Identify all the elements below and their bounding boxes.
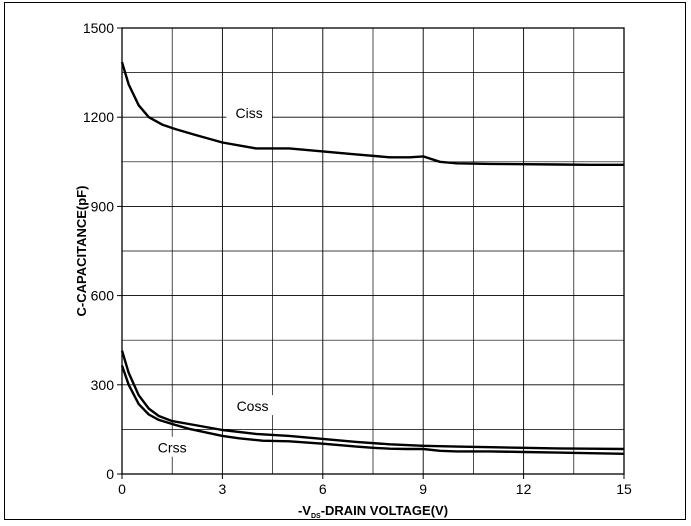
series-group bbox=[120, 61, 625, 455]
x-tick-label: 9 bbox=[419, 481, 427, 497]
series-crss-label: Crss bbox=[158, 440, 187, 456]
chart-frame bbox=[4, 2, 686, 520]
x-tick-label: 12 bbox=[516, 481, 532, 497]
plot-area bbox=[121, 27, 625, 475]
x-tick-label: 6 bbox=[319, 481, 327, 497]
y-tick-label: 0 bbox=[106, 466, 114, 482]
series-crss-label-bg bbox=[149, 436, 195, 457]
y-tick-label: 1500 bbox=[83, 20, 114, 36]
grid bbox=[122, 28, 624, 474]
y-tick-labels: 0 300 600 900 1200 1500 bbox=[83, 20, 122, 482]
y-tick-label: 300 bbox=[91, 377, 115, 393]
x-tick-labels: 0 3 6 9 12 15 bbox=[118, 474, 632, 497]
series-coss-label: Coss bbox=[237, 398, 269, 414]
series-ciss-label: Ciss bbox=[236, 105, 263, 121]
series-crss-line bbox=[120, 365, 625, 455]
x-axis-title-suffix: -DRAIN VOLTAGE(V) bbox=[321, 503, 448, 518]
series-coss-label-bg bbox=[229, 395, 276, 416]
x-tick-label: 15 bbox=[616, 481, 632, 497]
x-tick-label: 0 bbox=[118, 481, 126, 497]
curve-labels: Ciss Coss Crss bbox=[149, 102, 276, 457]
x-axis-title-prefix: -V bbox=[298, 503, 311, 518]
series-ciss-label-bg bbox=[226, 102, 272, 123]
series-coss-line bbox=[120, 350, 625, 451]
y-tick-label: 600 bbox=[91, 288, 115, 304]
y-tick-label: 900 bbox=[91, 198, 115, 214]
x-axis-title: -VDS-DRAIN VOLTAGE(V) bbox=[298, 503, 448, 520]
x-tick-label: 3 bbox=[219, 481, 227, 497]
y-axis-title: C-CAPACITANCE(pF) bbox=[74, 186, 89, 317]
y-tick-label: 1200 bbox=[83, 109, 114, 125]
series-ciss-line bbox=[120, 61, 624, 166]
x-axis-title-subscript: DS bbox=[311, 513, 321, 520]
